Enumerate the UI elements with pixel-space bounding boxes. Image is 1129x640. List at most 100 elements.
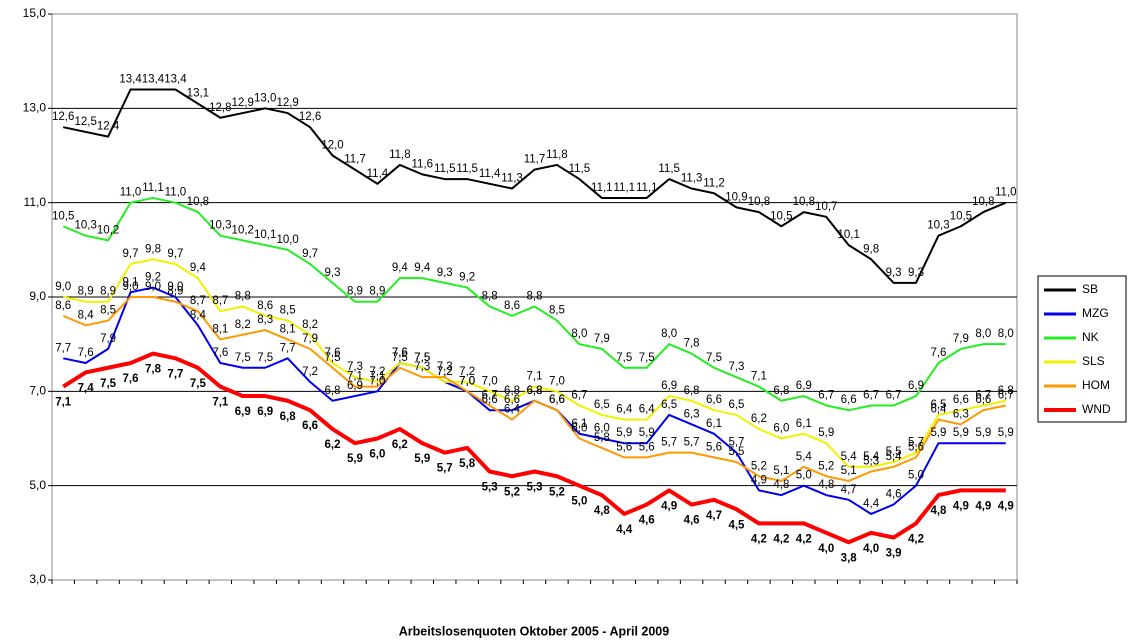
data-label: 7,0	[369, 375, 385, 387]
data-label: 6,8	[280, 411, 297, 423]
data-label: 6,0	[369, 449, 385, 461]
data-label: 4,6	[639, 515, 655, 527]
data-label: 8,5	[280, 305, 296, 317]
data-label: 6,6	[706, 394, 722, 406]
data-label: 7,6	[930, 347, 946, 359]
data-label: 5,6	[908, 441, 924, 453]
data-label: 11,1	[614, 182, 636, 194]
data-label: 11,8	[546, 149, 568, 161]
data-label: 11,5	[456, 163, 478, 175]
data-label: 13,4	[164, 73, 187, 85]
data-label: 7,0	[459, 375, 475, 387]
data-label: 5,3	[482, 482, 498, 494]
data-label: 5,9	[975, 427, 991, 439]
data-label: 9,0	[167, 281, 183, 293]
data-label: 13,0	[254, 92, 276, 104]
data-label: 7,5	[100, 378, 117, 390]
y-tick-label: 5,0	[29, 478, 46, 492]
data-label: 9,0	[123, 281, 139, 293]
data-label: 7,5	[414, 352, 430, 364]
data-label: 10,5	[950, 210, 972, 222]
data-label: 10,3	[74, 220, 96, 232]
data-label: 6,6	[549, 394, 565, 406]
data-label: 6,9	[908, 380, 924, 392]
data-label: 6,4	[616, 404, 633, 416]
data-label: 6,9	[661, 380, 677, 392]
data-label: 9,2	[145, 272, 161, 284]
data-label: 7,6	[325, 347, 341, 359]
data-label: 6,8	[527, 385, 543, 397]
data-label: 5,5	[728, 446, 744, 458]
data-label: 6,8	[998, 385, 1014, 397]
data-label: 11,4	[479, 168, 501, 180]
data-label: 11,1	[591, 182, 613, 194]
data-label: 6,6	[302, 420, 318, 432]
data-label: 5,3	[527, 482, 543, 494]
data-label: 7,2	[437, 366, 453, 378]
data-label: 11,5	[569, 163, 591, 175]
data-label: 6,9	[796, 380, 812, 392]
data-label: 8,0	[571, 328, 587, 340]
data-label: 3,8	[841, 552, 858, 564]
data-label: 4,0	[863, 543, 879, 555]
data-label: 4,2	[796, 533, 812, 545]
data-label: 8,0	[661, 328, 677, 340]
data-label: 12,0	[321, 140, 343, 152]
data-label: 8,8	[527, 290, 543, 302]
data-label: 8,8	[482, 290, 498, 302]
data-label: 4,5	[728, 519, 745, 531]
data-label: 4,4	[863, 498, 880, 510]
data-label: 6,4	[504, 404, 521, 416]
data-label: 6,3	[684, 408, 700, 420]
data-label: 7,6	[212, 347, 228, 359]
data-label: 5,0	[796, 470, 812, 482]
y-tick-label: 15,0	[23, 6, 47, 20]
data-label: 11,5	[658, 163, 680, 175]
data-label: 6,0	[773, 423, 789, 435]
data-label: 5,4	[863, 451, 880, 463]
data-label: 10,8	[187, 196, 209, 208]
data-label: 6,5	[594, 399, 610, 411]
data-label: 7,5	[414, 352, 430, 364]
data-label: 10,8	[748, 196, 770, 208]
data-label: 9,3	[325, 267, 341, 279]
data-label: 5,7	[684, 437, 700, 449]
data-label: 8,1	[280, 323, 296, 335]
legend-label: NK	[1082, 330, 1099, 344]
data-label: 8,9	[100, 286, 116, 298]
data-label: 8,7	[190, 295, 206, 307]
data-label: 8,3	[257, 314, 273, 326]
data-label: 7,3	[437, 361, 453, 373]
data-label: 7,5	[706, 352, 722, 364]
data-label: 6,7	[975, 390, 991, 402]
y-tick-label: 9,0	[29, 289, 46, 303]
data-label: 7,0	[482, 375, 498, 387]
data-label: 8,7	[212, 295, 228, 307]
data-label: 7,2	[437, 366, 453, 378]
series-line	[63, 88, 1007, 284]
data-label: 10,3	[209, 220, 231, 232]
data-label: 6,9	[347, 380, 363, 392]
data-label: 12,6	[299, 111, 321, 123]
data-label: 5,7	[437, 463, 453, 475]
data-label: 6,6	[504, 394, 520, 406]
data-label: 8,8	[235, 290, 251, 302]
legend-label: SLS	[1082, 354, 1105, 368]
data-label: 11,0	[165, 187, 187, 199]
data-label: 5,4	[796, 451, 813, 463]
data-label: 9,7	[123, 248, 139, 260]
data-label: 10,2	[97, 224, 119, 236]
data-label: 7,6	[123, 373, 139, 385]
data-label: 10,1	[837, 229, 859, 241]
data-label: 4,9	[751, 474, 767, 486]
y-tick-label: 7,0	[29, 384, 46, 398]
data-label: 5,6	[639, 441, 655, 453]
data-label: 10,8	[793, 196, 815, 208]
data-label: 7,3	[347, 361, 363, 373]
data-label: 6,5	[661, 399, 677, 411]
data-label: 10,5	[770, 210, 792, 222]
data-label: 7,5	[639, 352, 655, 364]
data-label: 7,6	[392, 347, 408, 359]
data-label: 7,1	[751, 371, 767, 383]
data-label: 4,6	[684, 515, 700, 527]
